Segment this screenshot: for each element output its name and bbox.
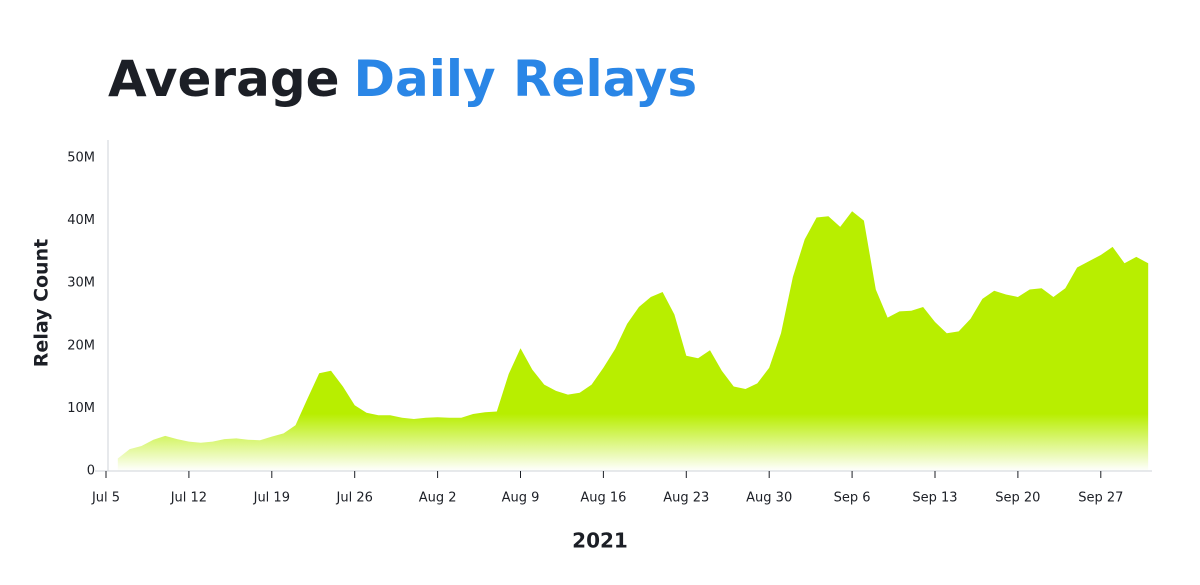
- x-tick-label: Sep 20: [995, 491, 1040, 506]
- y-tick-label: 30M: [67, 276, 95, 291]
- y-axis-label: Relay Count: [31, 239, 53, 367]
- x-tick-label: Aug 30: [746, 491, 792, 506]
- x-tick-label: Sep 27: [1078, 491, 1123, 506]
- x-tick-label: Aug 2: [419, 491, 457, 506]
- y-tick-label: 40M: [67, 213, 95, 228]
- x-tick-label: Aug 9: [502, 491, 540, 506]
- x-tick-label: Jul 26: [336, 491, 373, 506]
- chart-title: Average Daily Relays: [108, 50, 697, 108]
- x-axis-label: 2021: [572, 529, 628, 553]
- x-tick-label: Jul 12: [170, 491, 207, 506]
- y-tick-label: 50M: [67, 151, 95, 166]
- area: [117, 211, 1149, 471]
- y-tick-label: 20M: [67, 338, 95, 353]
- x-tick-label: Aug 16: [580, 491, 626, 506]
- x-tick-label: Jul 19: [253, 491, 290, 506]
- x-tick-label: Sep 6: [834, 491, 871, 506]
- x-tick-label: Jul 5: [91, 491, 120, 506]
- y-tick-label: 10M: [67, 401, 95, 416]
- x-tick-label: Sep 13: [912, 491, 957, 506]
- title-main: Average: [108, 50, 340, 108]
- x-tick-label: Aug 23: [663, 491, 709, 506]
- title-highlight: Daily Relays: [354, 50, 698, 108]
- y-tick-label: 0: [87, 464, 95, 479]
